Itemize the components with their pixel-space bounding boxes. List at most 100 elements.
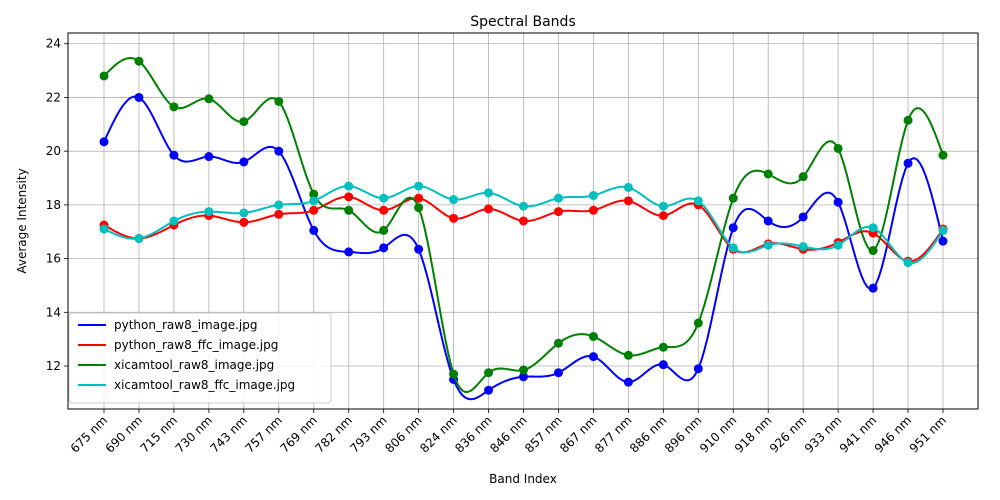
x-tick-label: 769 nm	[277, 413, 319, 455]
data-point	[274, 146, 284, 156]
x-tick-label: 910 nm	[697, 413, 739, 455]
data-point	[274, 96, 284, 106]
data-point	[623, 196, 633, 206]
data-point	[344, 192, 354, 202]
data-point	[169, 102, 179, 112]
data-point	[588, 190, 598, 200]
data-point	[99, 137, 109, 147]
data-point	[763, 169, 773, 179]
data-point	[414, 181, 424, 191]
data-point	[484, 368, 494, 378]
data-point	[693, 364, 703, 374]
x-tick-label: 846 nm	[487, 413, 529, 455]
data-point	[658, 211, 668, 221]
legend-label: xicamtool_raw8_image.jpg	[114, 358, 274, 372]
data-point	[938, 236, 948, 246]
data-point	[344, 247, 354, 257]
chart-title: Spectral Bands	[470, 14, 576, 30]
data-point	[519, 372, 528, 382]
y-tick-label: 24	[46, 37, 61, 51]
data-point	[134, 92, 144, 102]
x-tick-label: 782 nm	[312, 413, 354, 455]
data-point	[623, 182, 633, 192]
y-tick-label: 16	[46, 252, 61, 266]
data-point	[379, 193, 389, 203]
data-point	[99, 71, 109, 81]
data-point	[204, 207, 214, 217]
data-point	[274, 200, 284, 210]
data-point	[588, 352, 598, 362]
data-point	[833, 143, 843, 153]
y-tick-label: 14	[46, 305, 61, 319]
x-tick-label: 793 nm	[347, 413, 389, 455]
data-point	[658, 201, 668, 211]
data-point	[728, 193, 738, 203]
x-tick-label: 951 nm	[907, 413, 949, 455]
data-point	[728, 243, 738, 253]
x-tick-label: 857 nm	[522, 413, 564, 455]
data-point	[169, 216, 179, 226]
data-point	[588, 205, 598, 215]
data-point	[239, 217, 249, 227]
data-point	[414, 203, 424, 213]
y-axis-ticks: 12 14 16 18 20 22 24	[46, 37, 68, 373]
x-tick-label: 715 nm	[138, 413, 180, 455]
x-tick-label: 941 nm	[837, 413, 879, 455]
data-point	[868, 246, 878, 256]
data-point	[588, 331, 598, 341]
data-point	[204, 152, 214, 162]
x-tick-label: 806 nm	[382, 413, 424, 455]
x-tick-label: 926 nm	[767, 413, 809, 455]
data-point	[379, 225, 389, 235]
x-tick-label: 743 nm	[208, 413, 250, 455]
data-point	[519, 216, 528, 226]
data-point	[169, 150, 179, 160]
x-tick-label: 933 nm	[802, 413, 844, 455]
data-point	[449, 195, 459, 205]
x-tick-label: 730 nm	[173, 413, 215, 455]
data-point	[344, 205, 354, 215]
data-point	[379, 243, 389, 253]
data-point	[553, 193, 563, 203]
data-point	[309, 225, 319, 235]
data-point	[798, 242, 808, 252]
data-point	[553, 368, 563, 378]
y-tick-label: 20	[46, 144, 61, 158]
plot-frame	[67, 32, 979, 410]
legend-label: python_raw8_image.jpg	[114, 318, 257, 332]
data-point	[798, 212, 808, 222]
y-tick-label: 22	[46, 90, 61, 104]
data-point	[379, 205, 389, 215]
legend-label: xicamtool_raw8_ffc_image.jpg	[114, 378, 295, 392]
data-point	[449, 213, 459, 223]
data-point	[938, 225, 948, 235]
x-tick-label: 675 nm	[68, 413, 110, 455]
y-axis-label: Average Intensity	[15, 168, 29, 273]
data-point	[99, 224, 109, 234]
data-point	[833, 197, 843, 207]
series-layer	[99, 56, 948, 401]
data-point	[484, 385, 494, 395]
data-point	[519, 201, 528, 211]
x-tick-label: 757 nm	[242, 413, 284, 455]
legend-label: python_raw8_ffc_image.jpg	[114, 338, 278, 352]
x-tick-label: 877 nm	[592, 413, 634, 455]
data-point	[763, 240, 773, 250]
x-tick-label: 867 nm	[557, 413, 599, 455]
data-point	[309, 205, 319, 215]
x-tick-label: 946 nm	[872, 413, 914, 455]
data-point	[868, 223, 878, 233]
data-point	[134, 56, 144, 66]
data-point	[623, 350, 633, 360]
y-tick-label: 12	[46, 359, 61, 373]
data-point	[204, 94, 214, 104]
x-tick-label: 824 nm	[417, 413, 459, 455]
data-point	[728, 223, 738, 233]
x-tick-label: 690 nm	[103, 413, 145, 455]
data-point	[344, 181, 354, 191]
data-point	[553, 338, 563, 348]
series-3	[99, 56, 948, 393]
data-point	[658, 360, 668, 370]
data-point	[239, 117, 249, 127]
